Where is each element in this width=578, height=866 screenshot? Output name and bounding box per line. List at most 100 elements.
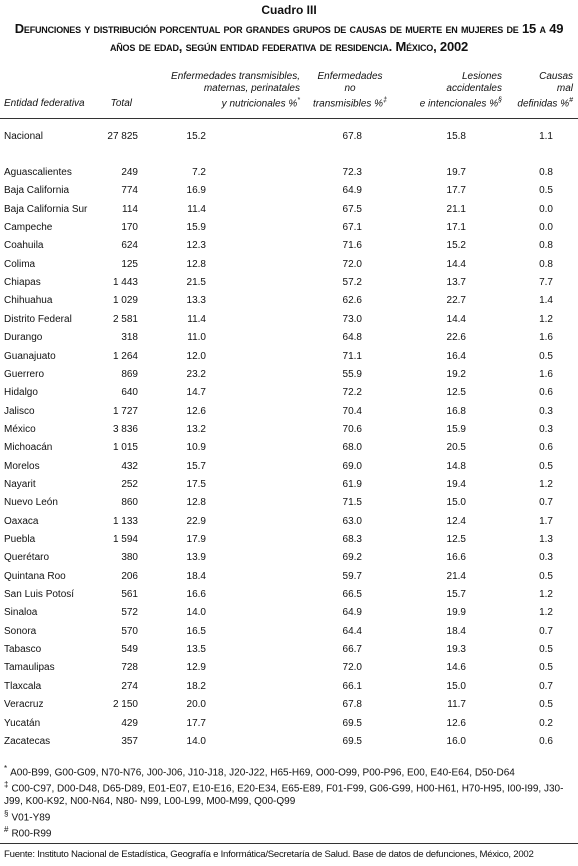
cell-value: 22.6 <box>446 332 466 344</box>
header-text: Causas <box>539 70 573 82</box>
row-label: Colima <box>4 258 36 270</box>
cell-value: 640 <box>121 387 138 399</box>
cell-value: 0.5 <box>539 460 553 472</box>
cell-value: 12.8 <box>186 258 206 270</box>
cell-value: 206 <box>121 570 138 582</box>
cell-value: 15.2 <box>446 240 466 252</box>
cell-value: 11.4 <box>187 313 206 325</box>
cell-value: 380 <box>121 552 138 564</box>
footnotes: * A00-B99, G00-G09, N70-N76, J00-J06, J10… <box>4 763 564 840</box>
header-text: accidentales <box>446 82 502 94</box>
cell-value: 0.0 <box>539 222 553 234</box>
row-label: Durango <box>4 332 43 344</box>
cell-value: 16.0 <box>446 735 466 747</box>
cell-value: 72.0 <box>342 662 362 674</box>
cell-value: 16.8 <box>446 405 466 417</box>
row-label: Baja California <box>4 185 70 197</box>
cell-value: 62.6 <box>342 295 362 307</box>
cell-value: 13.3 <box>186 295 206 307</box>
cell-value: 14.0 <box>186 607 206 619</box>
cell-value: 0.8 <box>539 167 553 178</box>
cell-value: 1 015 <box>112 442 138 454</box>
cell-value: 64.9 <box>342 607 362 619</box>
header-text: y nutricionales % <box>221 98 298 109</box>
cell-value: 57.2 <box>342 277 362 289</box>
cell-value: 1 264 <box>112 350 138 362</box>
header-text: definidas % <box>517 98 570 109</box>
row-label: Veracruz <box>4 699 44 711</box>
footnote: * A00-B99, G00-G09, N70-N76, J00-J06, J10… <box>4 763 564 779</box>
cell-value: 15.0 <box>446 497 466 509</box>
cell-value: 17.7 <box>186 717 206 729</box>
column-header: Entidad federativa <box>4 50 104 110</box>
cell-value: 13.7 <box>446 277 466 289</box>
cell-value: 67.5 <box>342 203 362 215</box>
row-label: Nayarit <box>4 478 36 490</box>
cell-value: 12.5 <box>446 534 466 545</box>
cell-value: 11.0 <box>187 332 206 344</box>
cell-value: 15.9 <box>446 423 466 435</box>
header-rule <box>0 118 578 119</box>
cell-value: 21.4 <box>446 570 466 582</box>
cell-value: 69.5 <box>342 735 362 747</box>
header-line: Entidad federativa <box>4 98 104 110</box>
header-text: Enfermedades <box>317 70 383 82</box>
cell-value: 19.4 <box>446 478 466 490</box>
cell-value: 318 <box>121 332 138 344</box>
cell-value: 27 825 <box>107 131 138 142</box>
cell-value: 14.8 <box>446 460 466 472</box>
footnote-text: A00-B99, G00-G09, N70-N76, J00-J06, J10-… <box>10 767 515 779</box>
cell-value: 16.6 <box>186 589 206 601</box>
row-label: Nuevo León <box>4 497 58 509</box>
cell-value: 11.4 <box>187 203 206 215</box>
cell-value: 774 <box>121 185 138 197</box>
cell-value: 12.4 <box>446 515 466 527</box>
cell-value: 15.2 <box>186 131 206 142</box>
cell-value: 19.3 <box>446 644 466 656</box>
header-text: no <box>344 82 356 94</box>
cell-value: 2 150 <box>112 699 138 711</box>
footnote-symbol: * <box>4 764 8 773</box>
cell-value: 72.2 <box>342 387 362 399</box>
row-label: Quintana Roo <box>4 570 66 582</box>
cell-value: 0.8 <box>539 240 553 252</box>
cell-value: 249 <box>121 167 138 178</box>
row-label: Tabasco <box>4 644 42 656</box>
table-title: Cuadro III <box>261 3 317 17</box>
cell-value: 12.5 <box>446 387 466 399</box>
cell-value: 18.4 <box>186 570 206 582</box>
cell-value: 17.9 <box>186 534 206 545</box>
row-label: Querétaro <box>4 552 50 564</box>
row-label: Hidalgo <box>4 387 38 399</box>
cell-value: 21.1 <box>446 203 466 215</box>
cell-value: 20.0 <box>186 699 206 711</box>
cell-value: 12.0 <box>186 350 206 362</box>
cell-value: 18.4 <box>446 625 466 637</box>
cell-value: 0.5 <box>539 350 553 362</box>
cell-value: 73.0 <box>342 313 362 325</box>
row-label: Chiapas <box>4 277 41 289</box>
header-line: Causas <box>505 71 573 83</box>
header-footnote-mark: § <box>498 96 502 104</box>
cell-value: 0.7 <box>539 497 553 509</box>
cell-value: 70.6 <box>342 423 362 435</box>
header-line: Lesiones <box>400 71 502 83</box>
cell-value: 12.8 <box>186 497 206 509</box>
column-header: Enfermedades transmisibles, maternas, per… <box>150 50 300 110</box>
cell-value: 0.6 <box>539 387 553 399</box>
cell-value: 2 581 <box>112 313 138 325</box>
cell-value: 0.3 <box>539 405 553 417</box>
header-footnote-mark: # <box>569 96 573 104</box>
cell-value: 72.3 <box>342 167 362 178</box>
cell-value: 1 029 <box>112 295 138 307</box>
cell-value: 67.8 <box>342 131 362 142</box>
cell-value: 15.8 <box>446 131 466 142</box>
row-label: Sonora <box>4 625 37 637</box>
header-line: Total <box>90 98 132 110</box>
cell-value: 69.0 <box>342 460 362 472</box>
cell-value: 0.2 <box>539 717 553 729</box>
row-label: Morelos <box>4 460 40 472</box>
row-label: Zacatecas <box>4 735 51 747</box>
footnote-text: C00-C97, D00-D48, D65-D89, E01-E07, E10-… <box>4 783 564 807</box>
cell-value: 67.8 <box>342 699 362 711</box>
